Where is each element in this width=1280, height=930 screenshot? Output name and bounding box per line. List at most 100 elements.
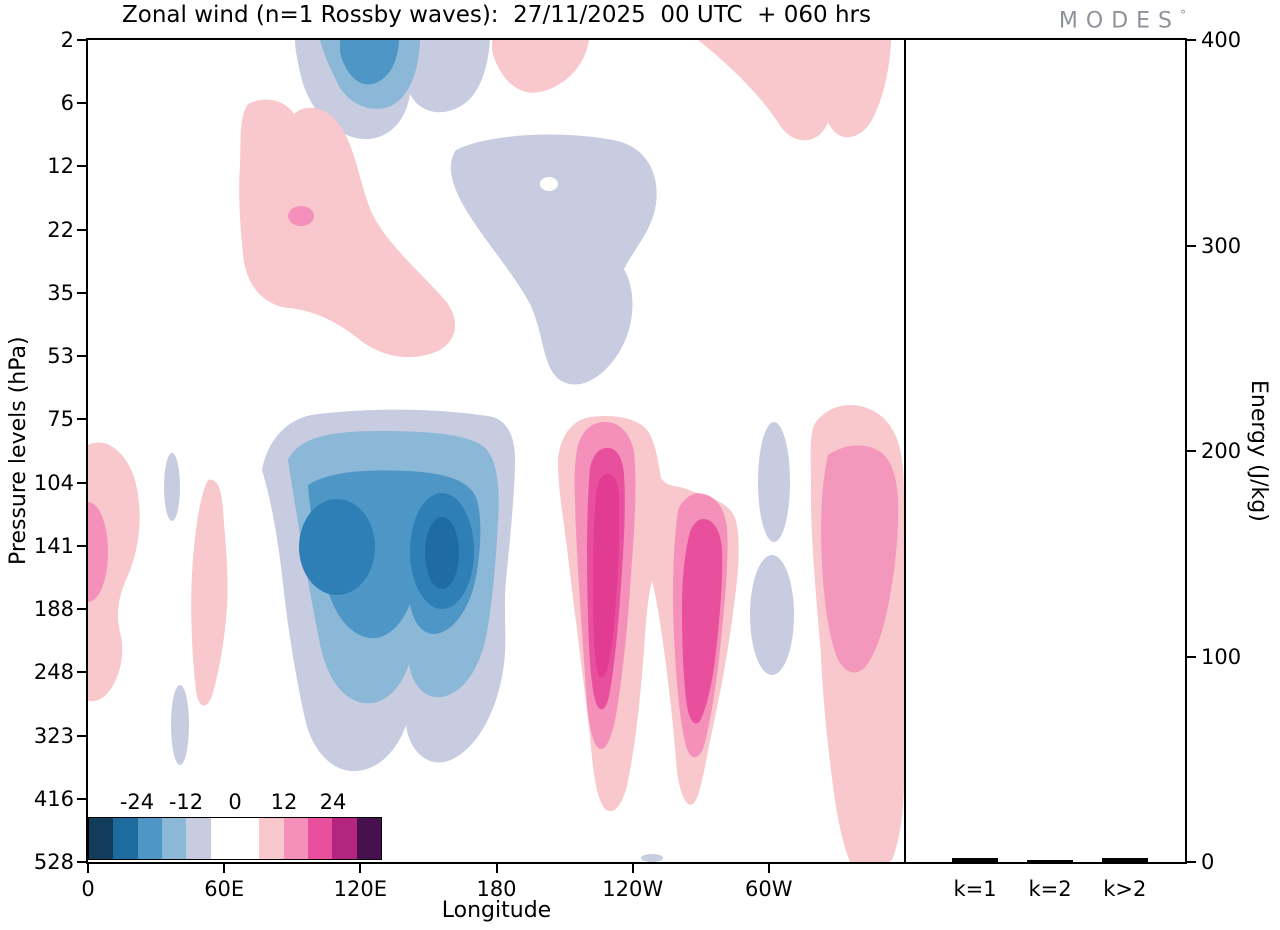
colorbar-tick-label: -24: [119, 790, 155, 814]
colorbar-tick-label: -12: [168, 790, 204, 814]
contour-left-salmon: [239, 99, 456, 358]
colorbar-tick-label: 0: [228, 790, 242, 814]
longitude-tick-label: 60E: [204, 877, 245, 901]
colorbar-segment: [210, 818, 235, 859]
colorbar-segment: [113, 818, 138, 859]
energy-tick-label: 0: [1201, 850, 1215, 874]
pressure-tick-mark: [77, 291, 88, 294]
pressure-tick-mark: [77, 481, 88, 484]
contour-topcenter-pink: [492, 40, 589, 93]
pressure-tick-label: 6: [60, 91, 74, 116]
longitude-tick-label: 180: [476, 877, 517, 901]
chart-title: Zonal wind (n=1 Rossby waves): 27/11/202…: [122, 2, 871, 28]
colorbar-segment: [307, 818, 333, 859]
pressure-tick-mark: [77, 39, 88, 41]
contour-blue-core-left: [299, 499, 375, 595]
energy-tick-mark: [1185, 861, 1196, 863]
energy-tick-mark: [1185, 450, 1196, 452]
colorbar-tick-label: 24: [319, 790, 347, 814]
energy-tick-label: 300: [1201, 233, 1242, 258]
energy-bar: [1027, 860, 1074, 862]
pressure-tick-mark: [77, 228, 88, 231]
colorbar-segment: [356, 818, 381, 859]
k-label: k=1: [953, 877, 997, 901]
pressure-tick-mark: [77, 608, 88, 611]
contour-sliver-lavender-lower: [171, 685, 189, 765]
modes-logo: MODES°: [1059, 8, 1186, 33]
colorbar-tick-label: 12: [270, 790, 298, 814]
colorbar-segment: [234, 818, 260, 859]
pressure-tick-label: 75: [47, 407, 74, 432]
longitude-tick-mark: [223, 862, 226, 873]
longitude-tick-mark: [631, 862, 634, 873]
pressure-tick-label: 2: [60, 28, 74, 52]
energy-tick-label: 200: [1201, 439, 1242, 463]
pressure-tick-label: 323: [33, 723, 74, 748]
contour-topleft-medblue: [340, 40, 399, 85]
plot-frame: [86, 38, 1187, 864]
colorbar-segment: [259, 818, 284, 859]
energy-bar: [1101, 858, 1148, 862]
longitude-axis-label: Longitude: [441, 898, 552, 923]
energy-tick-label: 400: [1201, 28, 1242, 52]
contour-sliver-lavender-upper: [164, 453, 180, 521]
pressure-tick-label: 35: [47, 280, 74, 305]
pressure-tick-mark: [77, 797, 88, 800]
contour-blue-core-right-inner: [425, 517, 459, 589]
contour-center-lavender: [450, 134, 657, 385]
contour-bottom-lavender-dot: [641, 854, 663, 862]
longitude-tick-label: 120W: [602, 877, 664, 901]
pressure-tick-mark: [77, 861, 88, 863]
pressure-tick-mark: [77, 544, 88, 547]
energy-bar: [952, 858, 998, 862]
colorbar-segment: [89, 818, 114, 859]
pressure-tick-label: 53: [47, 344, 74, 369]
longitude-tick-label: 0: [81, 877, 95, 901]
contour-colA-core: [593, 473, 620, 678]
pressure-tick-mark: [77, 734, 88, 737]
contour-colB-magenta: [682, 519, 723, 724]
colorbar-segment: [283, 818, 308, 859]
energy-tick-mark: [1185, 655, 1196, 658]
panel-divider: [904, 40, 906, 862]
contour-leftedge-pink: [88, 442, 140, 702]
contour-center-lavender-hole: [540, 177, 558, 191]
pressure-tick-label: 248: [33, 660, 74, 685]
k-label: k=2: [1028, 877, 1072, 901]
pressure-tick-mark: [77, 102, 88, 105]
contour-left-salmon-pink-dot: [288, 206, 314, 226]
contour-topright-salmon: [698, 40, 891, 141]
pressure-tick-label: 416: [33, 786, 74, 811]
pressure-tick-label: 104: [33, 470, 74, 495]
modes-logo-text: MODES: [1058, 8, 1180, 34]
pressure-tick-label: 188: [33, 597, 74, 622]
contour-plot: [88, 40, 904, 862]
pressure-tick-mark: [77, 165, 88, 168]
energy-tick-label: 100: [1201, 644, 1242, 669]
k-label: k>2: [1103, 877, 1147, 901]
contour-lavender-sliver-right-upper: [758, 422, 790, 542]
longitude-tick-mark: [495, 862, 498, 873]
pressure-tick-label: 141: [33, 533, 74, 558]
colorbar-segment: [161, 818, 187, 859]
pressure-tick-mark: [77, 418, 88, 421]
energy-tick-mark: [1185, 39, 1196, 41]
colorbar-segment: [332, 818, 357, 859]
colorbar: [88, 817, 382, 860]
contour-sliver-pink: [191, 479, 228, 706]
longitude-tick-label: 120E: [333, 877, 387, 901]
longitude-tick-label: 60W: [745, 877, 793, 901]
pressure-tick-mark: [77, 355, 88, 358]
longitude-tick-mark: [359, 862, 362, 873]
pressure-tick-label: 528: [33, 850, 74, 874]
modes-logo-degree: °: [1180, 8, 1186, 22]
longitude-tick-mark: [767, 862, 770, 873]
pressure-tick-mark: [77, 671, 88, 674]
colorbar-segment: [137, 818, 162, 859]
longitude-tick-mark: [87, 862, 89, 873]
energy-tick-mark: [1185, 244, 1196, 247]
pressure-tick-label: 12: [47, 154, 74, 179]
pressure-tick-label: 22: [47, 217, 74, 242]
contour-leftedge-pink-core: [88, 502, 108, 602]
